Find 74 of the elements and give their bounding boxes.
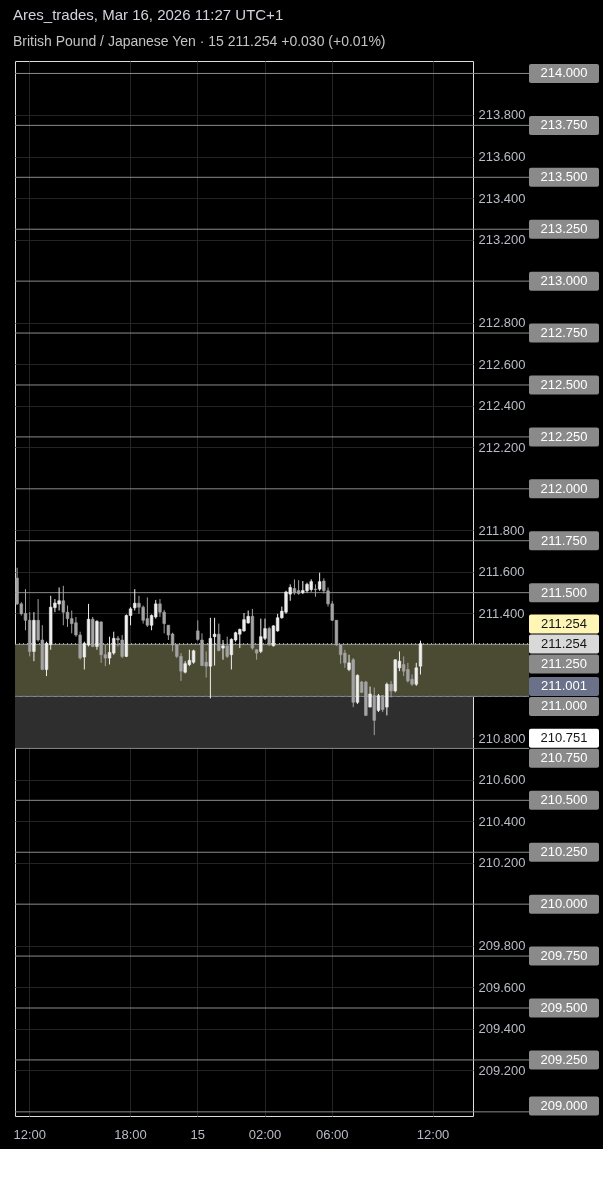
ref-line-label: 210.000: [540, 896, 588, 912]
ref-line-label: 212.500: [540, 376, 588, 392]
y-tick-label: 209.400: [478, 1021, 526, 1037]
candlestick: [112, 631, 116, 656]
ref-line-label: 209.750: [540, 948, 588, 964]
y-tick-label: 211.600: [478, 564, 525, 580]
y-tick-label: 213.200: [478, 232, 526, 248]
candlestick: [57, 586, 61, 612]
ref-line-label: 210.250: [540, 844, 588, 860]
ref-line-label: 213.000: [540, 273, 588, 289]
chart-subtitle: British Pound / Japanese Yen · 15 211.254 +0.030 (+0.01%): [12, 33, 386, 49]
chart-title: Ares_trades, Mar 16, 2026 11:27 UTC+1: [12, 6, 284, 23]
ref-line-label: 213.250: [540, 221, 588, 237]
candlestick: [376, 693, 381, 713]
y-tick-label: 211.800: [478, 522, 525, 538]
candlestick: [107, 636, 112, 666]
ref-line-label: 211.500: [540, 584, 588, 600]
ref-line-label: 210.500: [540, 792, 588, 808]
candlestick: [347, 654, 351, 672]
ref-line-label: 212.250: [540, 428, 588, 444]
candlestick: [120, 634, 124, 659]
y-tick-label: 210.400: [478, 813, 526, 829]
y-tick-label: 209.600: [478, 979, 526, 995]
ref-line-label: 211.750: [540, 532, 588, 548]
y-tick-label: 209.200: [478, 1062, 526, 1078]
y-tick-label: 209.800: [478, 938, 526, 954]
candlestick: [259, 618, 263, 654]
ref-line-label: 211.254: [540, 636, 588, 652]
x-tick-label: 12:00: [13, 1126, 46, 1142]
y-tick-label: 212.800: [478, 315, 526, 331]
ref-line-label: 211.000: [540, 698, 588, 714]
candlestick: [389, 680, 393, 698]
ref-line-label: 209.250: [540, 1051, 588, 1067]
ref-line-label: 213.500: [540, 169, 588, 185]
band-label: 211.254: [540, 616, 588, 632]
y-tick-label: 210.600: [478, 772, 526, 788]
candlestick: [385, 682, 389, 716]
x-tick-label: 06:00: [315, 1126, 349, 1142]
ref-line-label: 213.750: [540, 117, 588, 133]
ref-line-label: 209.000: [540, 1098, 588, 1113]
ref-line-label: 214.000: [540, 65, 588, 81]
candlestick: [70, 610, 74, 634]
candlestick: [267, 626, 271, 647]
ref-line-label: 211.001: [540, 678, 588, 694]
candlestick: [406, 662, 410, 684]
x-tick-label: 18:00: [114, 1126, 147, 1142]
ref-line-label: 212.000: [540, 480, 588, 496]
band-label: 210.751: [540, 730, 588, 746]
candlestick: [313, 583, 318, 598]
y-tick-label: 212.200: [478, 439, 526, 455]
x-tick-label: 02:00: [248, 1126, 282, 1142]
ref-line-label: 212.750: [540, 325, 588, 341]
candlestick: [242, 612, 246, 633]
x-tick-label: 12:00: [416, 1126, 450, 1142]
candlestick: [225, 636, 229, 659]
candlestick: [145, 596, 149, 628]
ref-line-label: 211.250: [540, 656, 588, 672]
y-tick-label: 213.800: [478, 107, 526, 123]
y-tick-label: 212.600: [478, 356, 526, 372]
candlestick: [317, 572, 322, 592]
candlestick: [212, 617, 217, 667]
candlestick: [221, 639, 225, 661]
y-tick-label: 212.400: [478, 398, 526, 414]
y-tick-label: 213.600: [478, 149, 526, 165]
y-tick-label: 210.200: [478, 855, 526, 871]
y-tick-label: 213.400: [478, 190, 526, 206]
x-tick-label: 15: [190, 1126, 206, 1142]
ref-line-label: 210.750: [540, 750, 588, 766]
candlestick: [368, 686, 372, 708]
candlestick: [133, 588, 137, 612]
ref-line-label: 209.500: [540, 1000, 588, 1016]
y-tick-label: 211.400: [478, 605, 525, 621]
candlestick: [217, 623, 221, 652]
y-tick-label: 210.800: [478, 730, 526, 746]
